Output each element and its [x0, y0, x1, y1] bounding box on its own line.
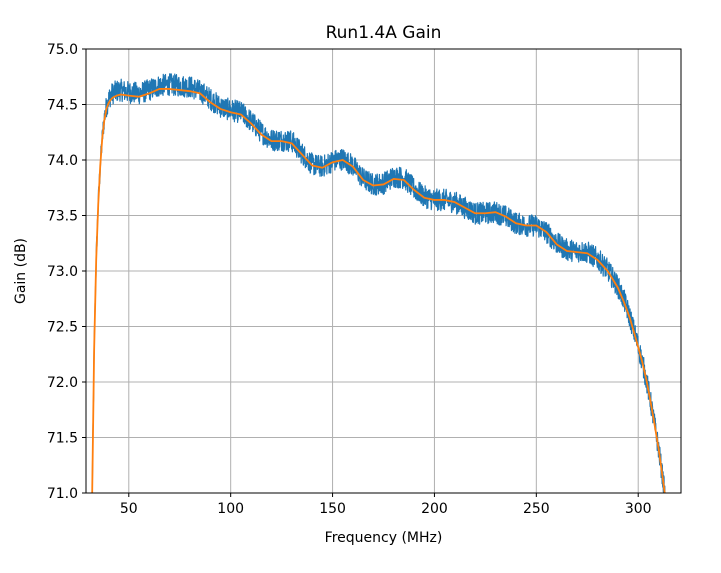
x-tick-label: 250 [523, 501, 550, 517]
y-tick-label: 74.0 [47, 153, 78, 169]
y-tick-label: 71.5 [47, 431, 78, 447]
chart-title: Run1.4A Gain [326, 23, 442, 43]
x-axis-label: Frequency (MHz) [325, 530, 443, 546]
smoothed-gain-line [91, 88, 666, 493]
x-tick-label: 300 [625, 501, 652, 517]
y-tick-label: 72.0 [47, 375, 78, 391]
x-tick-label: 150 [319, 501, 346, 517]
plot-data [91, 73, 667, 493]
y-tick-label: 75.0 [47, 42, 78, 58]
axis-ticks: 50 100 150 200 250 300 71.0 71.5 72.0 72.5 73.0 73.… [47, 42, 652, 517]
y-axis-label: Gain (dB) [13, 238, 29, 304]
y-tick-label: 74.5 [47, 98, 78, 114]
y-tick-label: 71.0 [47, 486, 78, 502]
y-tick-label: 73.0 [47, 264, 78, 280]
y-tick-label: 73.5 [47, 209, 78, 225]
y-tick-label: 72.5 [47, 320, 78, 336]
x-tick-label: 100 [217, 501, 244, 517]
x-tick-label: 200 [421, 501, 448, 517]
x-tick-label: 50 [120, 501, 138, 517]
